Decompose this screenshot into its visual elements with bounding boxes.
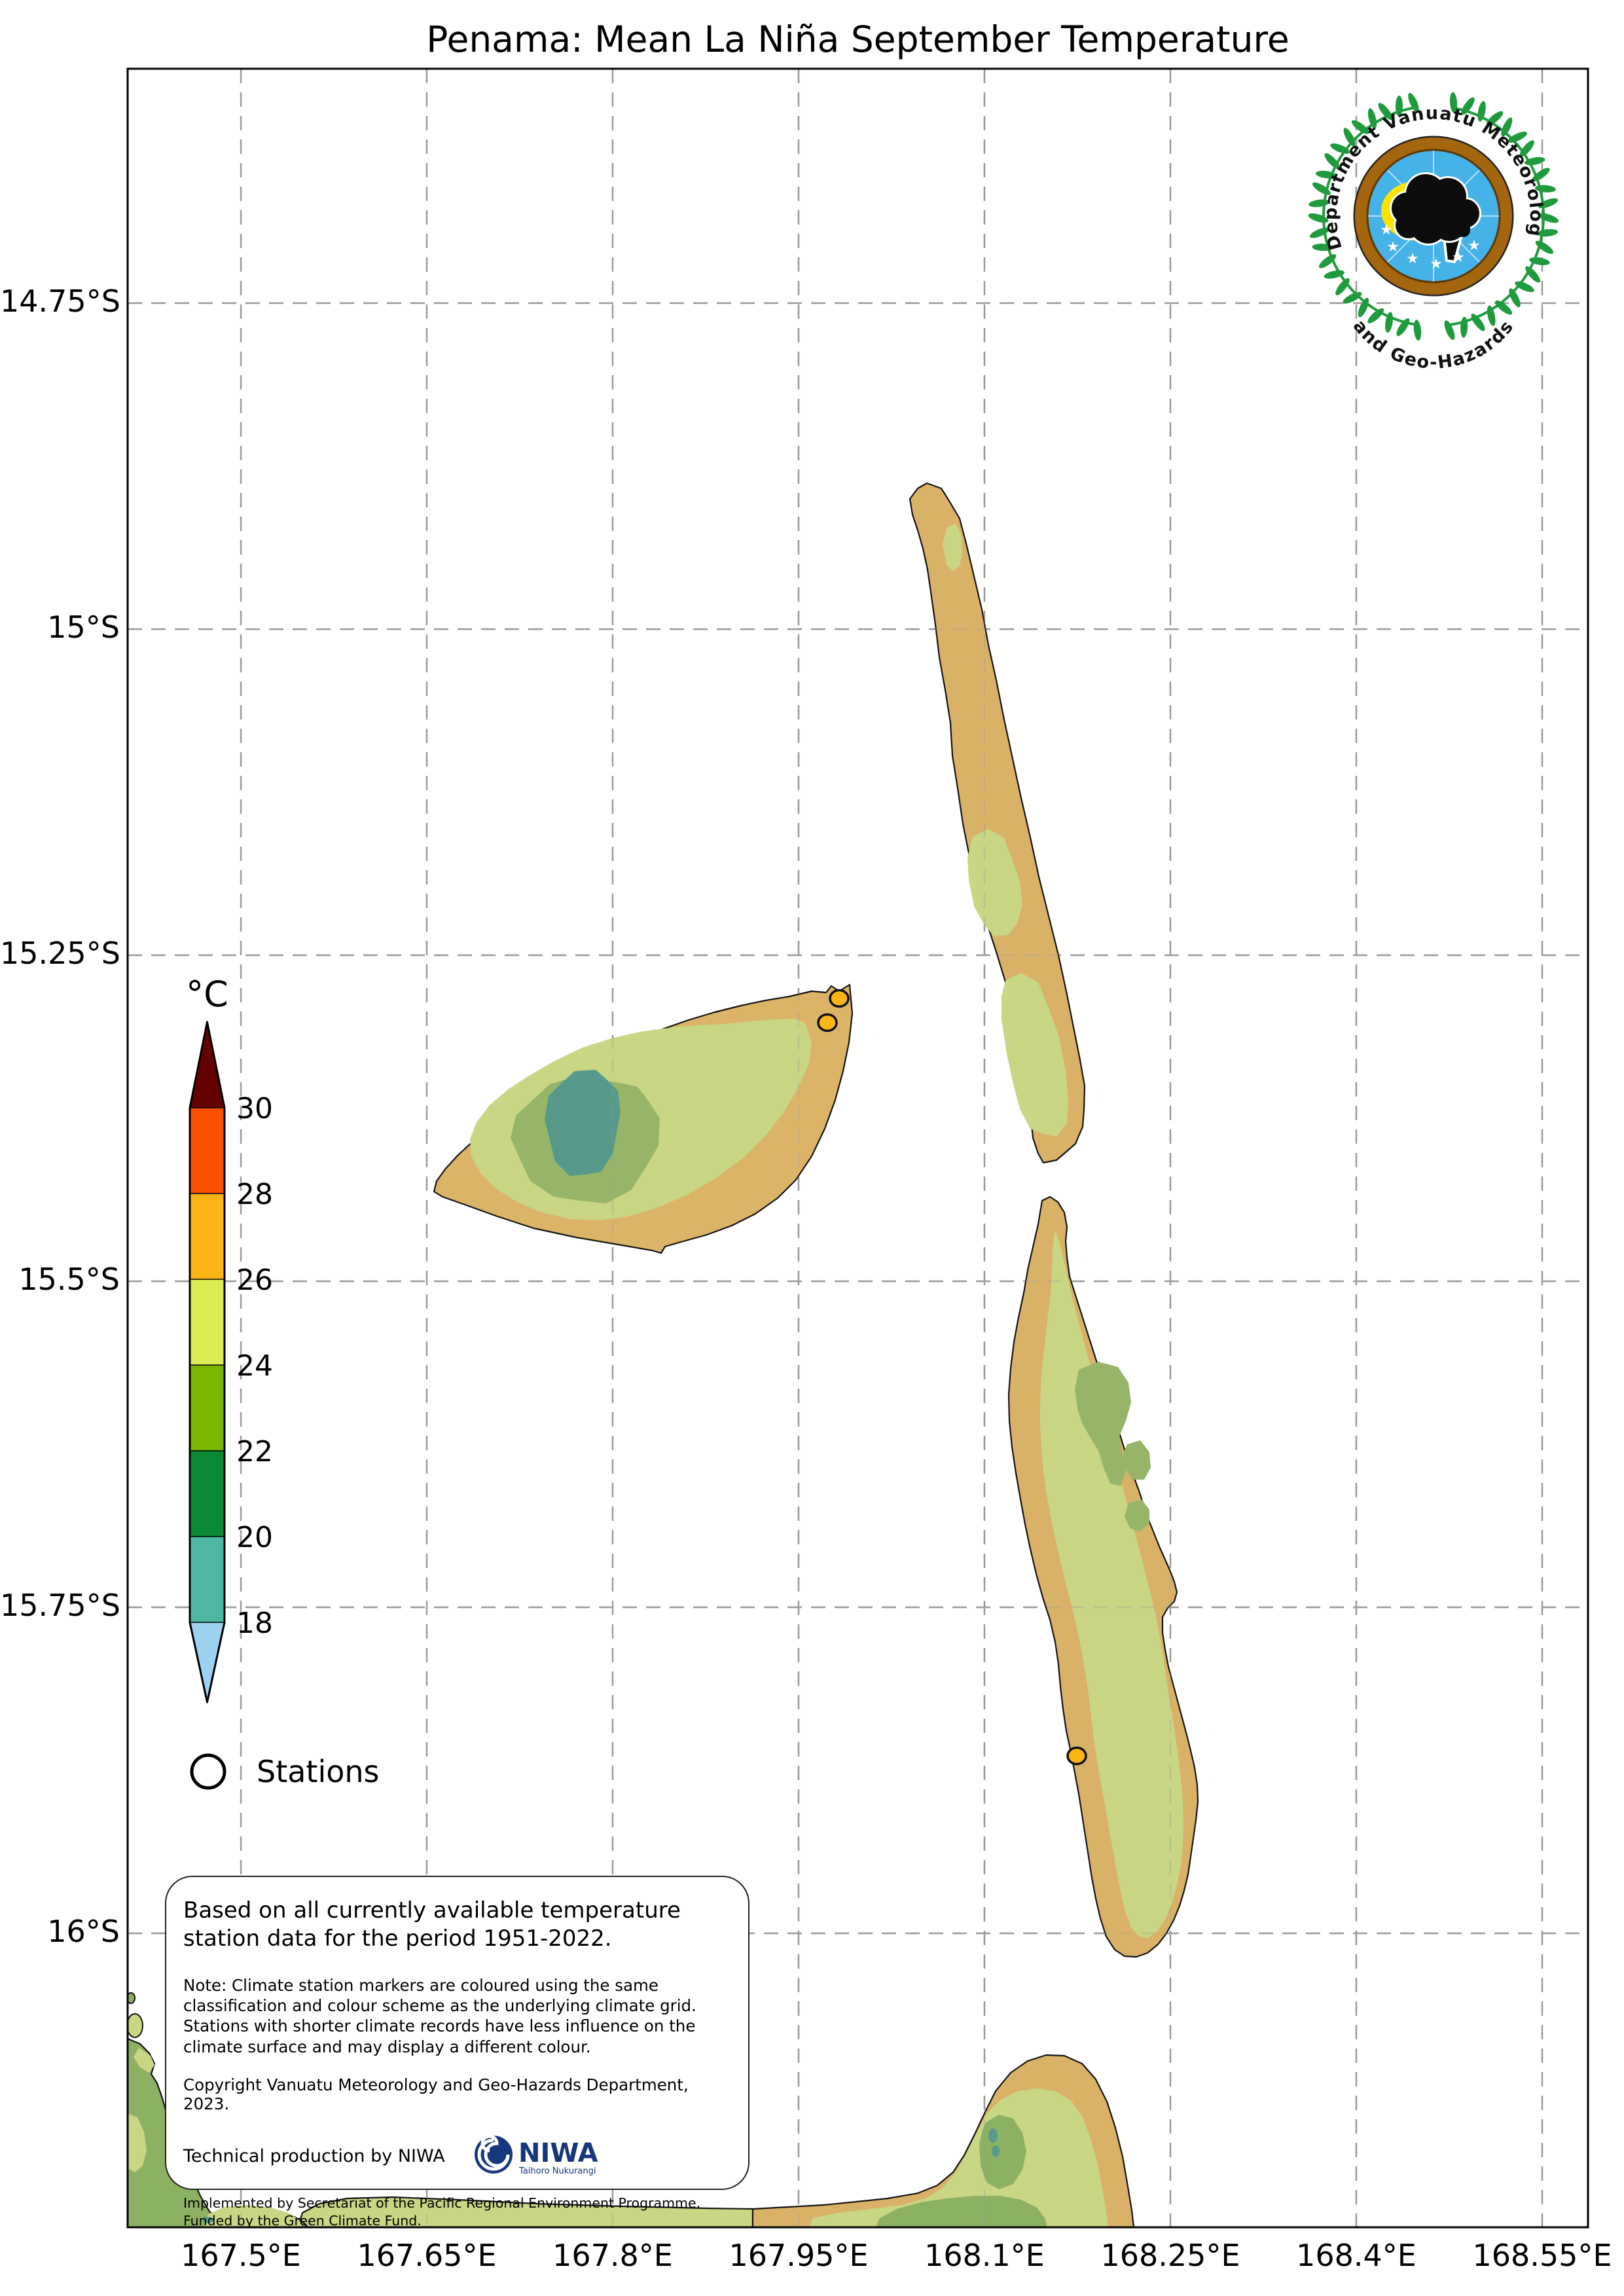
island-maewo-patch: [943, 524, 962, 571]
colorbar-tick-label: 22: [236, 1435, 273, 1468]
islands-group: [128, 482, 1199, 2227]
x-tick-label: 167.5°E: [181, 2238, 301, 2273]
y-tick-label: 15°S: [47, 610, 120, 645]
star-glyph: ★: [1452, 249, 1465, 266]
station-legend-circle-icon: [190, 1753, 226, 1790]
wreath-stem: [1322, 106, 1418, 327]
info-tech-row: Technical production by NIWA NIWA Taihor…: [183, 2133, 731, 2179]
colorbar-tick-label: 24: [236, 1349, 273, 1383]
y-tick-label: 16°S: [47, 1914, 120, 1949]
colorbar-arrow-bottom: [190, 1622, 225, 1702]
island-maewo-patch: [967, 829, 1022, 936]
info-implemented: Implemented by Secretariat of the Pacifi…: [183, 2195, 701, 2229]
y-tick-label: 14.75°S: [0, 283, 120, 319]
colorbar-band: [190, 1365, 225, 1451]
colorbar-band: [190, 1194, 225, 1279]
x-tick-label: 168.55°E: [1472, 2238, 1612, 2273]
x-tick-label: 168.1°E: [924, 2238, 1045, 2273]
x-tick-label: 167.95°E: [729, 2238, 869, 2273]
station-marker: [829, 989, 850, 1008]
niwa-swirl-line: [477, 2134, 510, 2171]
niwa-tagline: Taihoro Nukurangi: [518, 2166, 596, 2176]
y-tick-label: 15.75°S: [0, 1588, 120, 1623]
y-tick-label: 15.25°S: [0, 936, 120, 971]
island-ambrym-patch: [809, 2088, 1108, 2227]
island-malakula-patch: [204, 2205, 302, 2227]
wreath-stem: [1449, 106, 1545, 327]
x-tick-label: 168.25°E: [1100, 2238, 1240, 2273]
colorbar-band: [190, 1279, 225, 1365]
colorbar-tick-label: 18: [236, 1607, 273, 1640]
wreath-leaf: [1444, 320, 1455, 340]
island-teal-speck: [992, 2145, 1000, 2157]
cloud-base: [1398, 220, 1470, 237]
island-malakula-patch: [128, 2113, 147, 2172]
island-ambae-patch: [545, 1070, 621, 1176]
info-production: Technical production by NIWA: [183, 2145, 445, 2166]
logo-stars-icon: ★★ ★ ★★★: [1380, 222, 1481, 272]
logo-brown-ring: [1355, 137, 1512, 295]
info-box: Based on all currently available tempera…: [165, 1876, 749, 2229]
info-note: Note: Climate station markers are colour…: [183, 1975, 696, 2056]
islet: [128, 2013, 143, 2038]
island-ambrym-patch: [876, 2196, 1047, 2227]
star-glyph: ★: [1406, 251, 1419, 267]
colorbar-tick-label: 28: [236, 1178, 273, 1211]
colorbar-band: [190, 1451, 225, 1537]
colorbar-band: [190, 1537, 225, 1622]
island-teal-speck: [203, 2217, 213, 2223]
x-tick-label: 167.65°E: [357, 2238, 497, 2273]
x-tick-label: 167.8°E: [552, 2238, 673, 2273]
info-heading: Based on all currently available tempera…: [183, 1897, 681, 1952]
colorbar-outline: [189, 1021, 226, 1704]
niwa-wordmark: NIWA: [518, 2138, 598, 2168]
x-tick-label: 168.4°E: [1296, 2238, 1416, 2273]
colorbar-tick-label: 30: [236, 1092, 273, 1125]
island-teal-speck: [988, 2128, 998, 2143]
station-marker: [1066, 1746, 1087, 1766]
gridlines-under: [128, 69, 1588, 2227]
islet: [128, 1992, 135, 2004]
wreath-leaf: [1408, 92, 1419, 113]
map-frame: [126, 67, 1589, 2229]
wreath-leaf: [1318, 254, 1337, 268]
stations-legend-label: Stations: [257, 1754, 380, 1789]
colorbar-arrow-top: [190, 1022, 225, 1108]
stations-legend: Stations: [190, 1753, 380, 1790]
y-tick-label: 15.5°S: [18, 1262, 120, 1297]
star-glyph: ★: [1468, 238, 1481, 254]
niwa-logo: NIWA Taihoro Nukurangi: [474, 2134, 598, 2176]
island-pentecost-patch: [1040, 1230, 1183, 1938]
colorbar-title: °C: [186, 974, 228, 1015]
page-title: Penama: Mean La Niña September Temperatu…: [426, 18, 1290, 60]
stations-group: [817, 989, 1087, 1766]
info-copyright: Copyright Vanuatu Meteorology and Geo-Ha…: [183, 2075, 689, 2114]
wreath-leaf: [1413, 319, 1422, 341]
colorbar-tick-label: 26: [236, 1264, 273, 1297]
colorbar-tick-label: 20: [236, 1521, 273, 1554]
logo-cloud-icon: [1390, 172, 1481, 264]
laurel-wreath-icon: [1308, 92, 1559, 341]
star-glyph: ★: [1386, 239, 1399, 255]
station-marker: [817, 1013, 838, 1032]
island-malakula-patch: [134, 2048, 154, 2073]
star-glyph: ★: [1380, 222, 1393, 238]
island-pentecost-patch: [1122, 1440, 1151, 1480]
island-pentecost-patch: [1075, 1362, 1131, 1486]
island-pentecost-patch: [1125, 1499, 1149, 1532]
star-glyph: ★: [1430, 256, 1443, 272]
temperature-colorbar: 30 28 26 24 22 20 18 °C: [186, 974, 273, 1704]
colorbar-band: [190, 1108, 225, 1194]
island-maewo-patch: [1001, 973, 1068, 1137]
